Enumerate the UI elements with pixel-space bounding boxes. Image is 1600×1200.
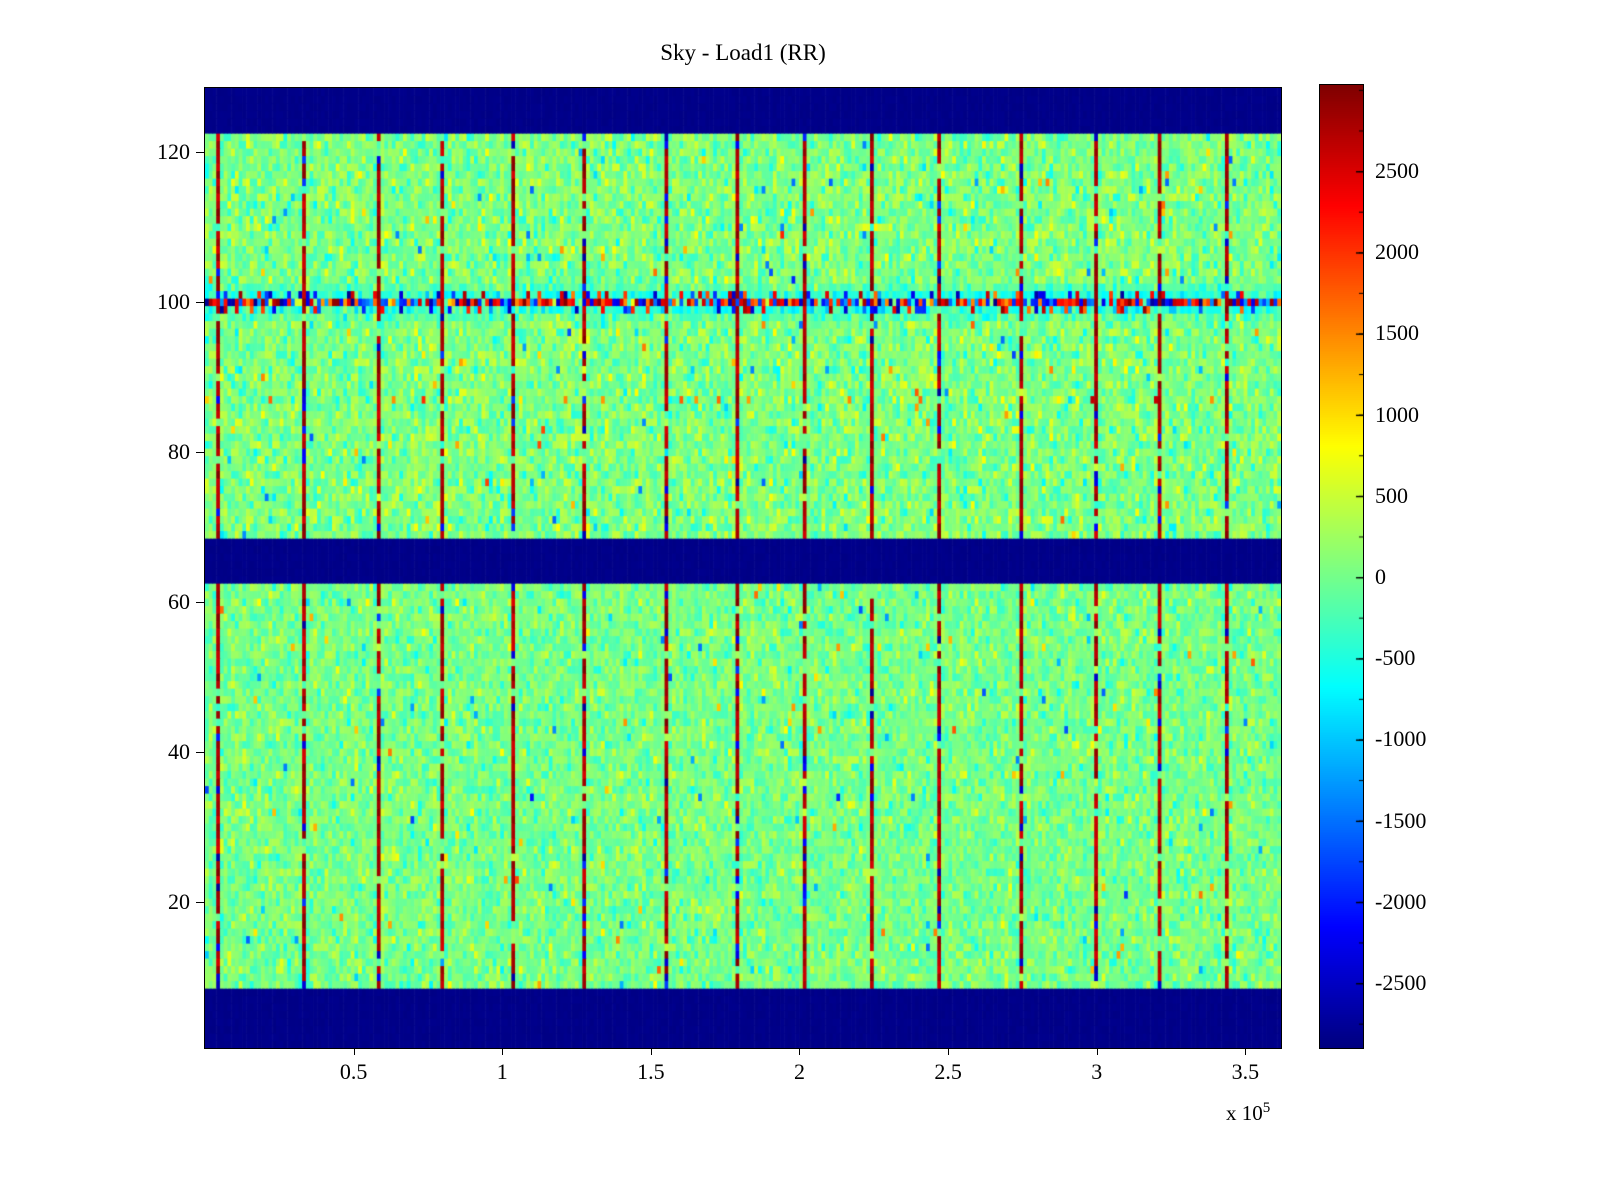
x-tick-mark [650,1048,652,1055]
y-tick-mark [196,301,204,303]
y-tick-mark [196,751,204,753]
x-exponent-power: 5 [1262,1100,1271,1116]
x-tick-label: 3 [1091,1059,1103,1084]
y-tick-label: 20 [168,888,190,914]
heatmap-canvas [205,88,1281,1048]
colorbar-tick-label: 1000 [1375,401,1419,427]
colorbar-tick-label: 2000 [1375,239,1419,265]
colorbar-tick-label: 500 [1375,482,1408,508]
x-tick-label: 2.5 [934,1059,962,1084]
colorbar-tick-label: 2500 [1375,158,1419,184]
colorbar-tick-label: -2500 [1375,970,1427,996]
chart-title: Sky - Load1 (RR) [660,40,826,65]
y-tick-mark [196,601,204,603]
x-tick-label: 3.5 [1231,1059,1260,1084]
y-tick-mark [196,901,204,903]
x-tick-label: 1 [496,1059,508,1084]
colorbar-tick-label: -1000 [1375,726,1427,752]
plot-area-frame [204,87,1282,1049]
y-tick-label: 80 [168,438,190,464]
y-tick-label: 40 [168,738,190,764]
x-tick-mark [353,1048,355,1055]
y-tick-label: 120 [157,138,190,164]
x-tick-mark [1245,1048,1247,1055]
colorbar-tick-label: -1500 [1375,807,1427,833]
colorbar-tick-label: -2000 [1375,888,1427,914]
x-tick-mark [799,1048,801,1055]
x-tick-mark [948,1048,950,1055]
colorbar-tick-label: -500 [1375,645,1416,671]
colorbar-tick-label: 0 [1375,564,1386,590]
x-axis-exponent-label: x 105 [1226,1100,1270,1126]
y-tick-label: 60 [168,588,190,614]
x-exponent-base: x 10 [1226,1101,1263,1125]
x-tick-label: 2 [793,1059,805,1084]
y-tick-mark [196,151,204,153]
colorbar-canvas [1320,85,1363,1048]
x-tick-label: 1.5 [637,1059,665,1084]
x-tick-label: 0.5 [339,1059,368,1084]
colorbar-tick-label: 1500 [1375,320,1419,346]
colorbar-frame [1319,84,1364,1049]
y-tick-label: 100 [157,288,190,314]
x-tick-mark [502,1048,504,1055]
y-tick-mark [196,451,204,453]
x-tick-mark [1096,1048,1098,1055]
